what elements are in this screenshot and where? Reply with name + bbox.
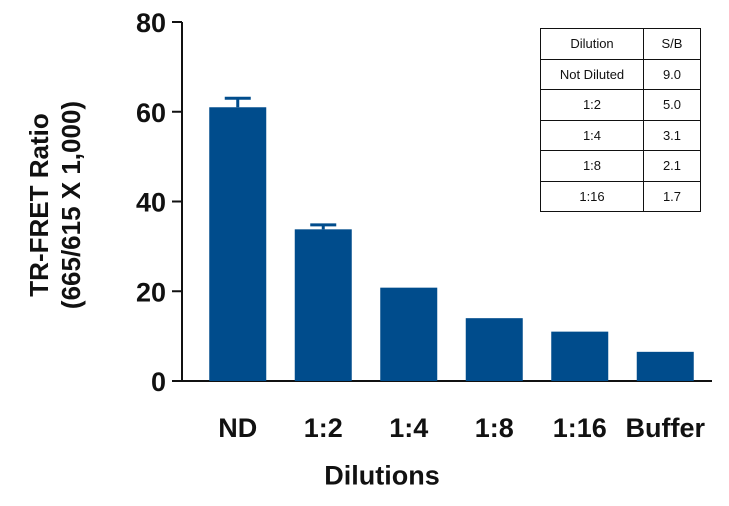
table-row: 1:16 1.7 bbox=[540, 180, 701, 212]
x-tick-labels: ND 1:2 1:4 1:8 1:16 Buffer bbox=[218, 413, 705, 443]
x-tick-label: 1:4 bbox=[389, 413, 428, 443]
x-tick-label: Buffer bbox=[626, 413, 706, 443]
table-row: 1:4 3.1 bbox=[540, 119, 701, 151]
y-axis-title: TR-FRET Ratio (665/615 X 1,000) bbox=[24, 101, 86, 309]
table-row: 1:2 5.0 bbox=[540, 89, 701, 121]
bar bbox=[551, 331, 609, 381]
bar bbox=[636, 351, 694, 381]
y-tick-label: 60 bbox=[136, 98, 166, 128]
y-tick-label: 80 bbox=[136, 8, 166, 38]
table-header-sb: S/B bbox=[643, 28, 701, 60]
y-tick-label: 20 bbox=[136, 277, 166, 307]
table-cell-sb: 1.7 bbox=[643, 180, 701, 212]
table-header-row: Dilution S/B bbox=[540, 28, 701, 60]
x-tick-label: 1:16 bbox=[553, 413, 607, 443]
table-cell-dilution: 1:2 bbox=[540, 89, 644, 121]
x-tick-label: 1:8 bbox=[475, 413, 514, 443]
x-tick-label: ND bbox=[218, 413, 257, 443]
table-cell-dilution: 1:4 bbox=[540, 119, 644, 151]
error-bars bbox=[224, 96, 337, 230]
bar bbox=[294, 229, 352, 381]
bar bbox=[209, 107, 267, 381]
table-cell-sb: 3.1 bbox=[643, 119, 701, 151]
table-cell-dilution: 1:8 bbox=[540, 150, 644, 182]
sb-ratio-table: Dilution S/B Not Diluted 9.0 1:2 5.0 1:4… bbox=[540, 28, 701, 212]
table-cell-dilution: 1:16 bbox=[540, 180, 644, 212]
x-axis-title: Dilutions bbox=[324, 460, 440, 491]
x-tick-label: 1:2 bbox=[304, 413, 343, 443]
y-axis-title-line2: (665/615 X 1,000) bbox=[56, 101, 86, 309]
y-tick-label: 0 bbox=[151, 367, 166, 397]
y-axis-title-line1: TR-FRET Ratio bbox=[24, 113, 54, 296]
table-row: 1:8 2.1 bbox=[540, 150, 701, 182]
table-cell-sb: 5.0 bbox=[643, 89, 701, 121]
table-cell-sb: 2.1 bbox=[643, 150, 701, 182]
axes bbox=[172, 21, 712, 382]
table-header-dilution: Dilution bbox=[540, 28, 644, 60]
table-row: Not Diluted 9.0 bbox=[540, 58, 701, 90]
y-tick-label: 40 bbox=[136, 188, 166, 218]
table-cell-sb: 9.0 bbox=[643, 58, 701, 90]
bars bbox=[209, 107, 694, 381]
bar bbox=[380, 287, 438, 381]
y-tick-labels: 0 20 40 60 80 bbox=[136, 8, 166, 397]
table-cell-dilution: Not Diluted bbox=[540, 58, 644, 90]
bar bbox=[465, 318, 523, 381]
